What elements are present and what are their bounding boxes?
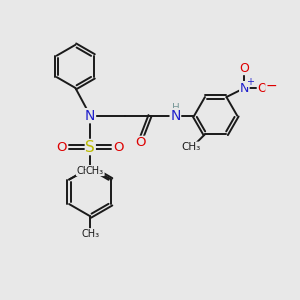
Text: O: O [113,140,124,154]
Text: O: O [135,136,146,149]
Text: N: N [240,82,249,94]
Text: CH₃: CH₃ [81,229,99,238]
Text: H: H [172,103,179,113]
Text: N: N [85,109,95,123]
Text: O: O [239,61,249,75]
Text: N: N [170,109,181,123]
Text: CH₃: CH₃ [76,166,94,176]
Text: O: O [257,82,267,94]
Text: S: S [85,140,95,154]
Text: CH₃: CH₃ [181,142,200,152]
Text: CH₃: CH₃ [86,166,104,176]
Text: O: O [57,140,67,154]
Text: −: − [266,79,278,93]
Text: +: + [246,76,254,86]
